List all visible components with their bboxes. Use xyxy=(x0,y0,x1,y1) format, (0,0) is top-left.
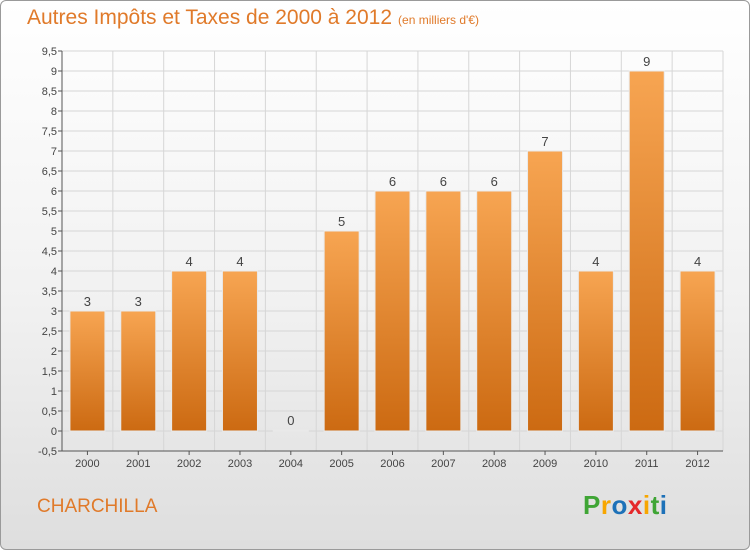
bar xyxy=(120,310,157,432)
logo-letter: P xyxy=(583,490,601,520)
y-tick-label: 6 xyxy=(51,186,57,198)
x-tick-label: 2004 xyxy=(279,458,303,470)
bar xyxy=(374,190,411,432)
bar xyxy=(476,190,513,432)
x-tick-label: 2001 xyxy=(126,458,150,470)
x-tick-label: 2012 xyxy=(685,458,709,470)
y-tick-label: 9,5 xyxy=(42,46,57,58)
data-label: 0 xyxy=(287,413,294,428)
bar xyxy=(577,270,614,432)
y-tick-label: 3 xyxy=(51,306,57,318)
x-tick-label: 2009 xyxy=(533,458,557,470)
data-label: 9 xyxy=(643,54,650,69)
y-tick-label: 1 xyxy=(51,386,57,398)
x-tick-label: 2000 xyxy=(75,458,99,470)
bar xyxy=(272,429,309,432)
data-label: 5 xyxy=(338,214,345,229)
bar xyxy=(323,230,360,432)
logo-letter: o xyxy=(611,490,628,520)
y-tick-label: 9 xyxy=(51,66,57,78)
x-tick-label: 2003 xyxy=(228,458,252,470)
y-tick-label: 5,5 xyxy=(42,206,57,218)
y-tick-label: 7 xyxy=(51,146,57,158)
commune-name: CHARCHILLA xyxy=(37,496,158,517)
x-tick-label: 2002 xyxy=(177,458,201,470)
y-tick-label: 5 xyxy=(51,226,57,238)
bar xyxy=(171,270,208,432)
bar xyxy=(69,310,106,432)
y-tick-label: 2,5 xyxy=(42,326,57,338)
x-tick-label: 2006 xyxy=(380,458,404,470)
y-tick-label: 0 xyxy=(51,426,57,438)
data-label: 6 xyxy=(491,174,498,189)
y-tick-label: 0,5 xyxy=(42,406,57,418)
x-tick-label: 2005 xyxy=(329,458,353,470)
x-tick-label: 2011 xyxy=(635,458,659,470)
data-label: 3 xyxy=(84,294,91,309)
y-tick-label: 4,5 xyxy=(42,246,57,258)
proxiti-logo: Proxiti xyxy=(583,490,667,521)
y-tick-label: 1,5 xyxy=(42,366,57,378)
chart-title: Autres Impôts et Taxes de 2000 à 2012 (en… xyxy=(27,6,479,30)
data-label: 6 xyxy=(440,174,447,189)
x-tick-label: 2010 xyxy=(584,458,608,470)
y-tick-label: 6,5 xyxy=(42,166,57,178)
bar xyxy=(527,150,564,432)
data-label: 4 xyxy=(185,254,192,269)
bar xyxy=(628,70,665,432)
data-label: 4 xyxy=(592,254,599,269)
y-tick-label: -0,5 xyxy=(38,446,57,458)
data-label: 6 xyxy=(389,174,396,189)
y-tick-label: 8,5 xyxy=(42,86,57,98)
logo-letter: i xyxy=(642,490,651,520)
y-tick-label: 2 xyxy=(51,346,57,358)
data-label: 4 xyxy=(694,254,701,269)
logo-letter: t xyxy=(650,490,660,520)
bar xyxy=(425,190,462,432)
x-tick-label: 2007 xyxy=(431,458,455,470)
x-tick-label: 2008 xyxy=(482,458,506,470)
unit-label: (en milliers d'€) xyxy=(398,13,480,27)
data-label: 4 xyxy=(236,254,243,269)
bar xyxy=(679,270,716,432)
y-tick-label: 8 xyxy=(51,106,57,118)
title-text: Autres Impôts et Taxes de 2000 à 2012 xyxy=(27,6,393,29)
y-tick-label: 4 xyxy=(51,266,57,278)
logo-letter: r xyxy=(600,490,612,520)
y-tick-label: 7,5 xyxy=(42,126,57,138)
data-label: 3 xyxy=(135,294,142,309)
y-tick-label: 3,5 xyxy=(42,286,57,298)
logo-letter: i xyxy=(659,490,668,520)
logo-letter: x xyxy=(627,490,643,520)
data-label: 7 xyxy=(541,134,548,149)
bar xyxy=(221,270,258,432)
